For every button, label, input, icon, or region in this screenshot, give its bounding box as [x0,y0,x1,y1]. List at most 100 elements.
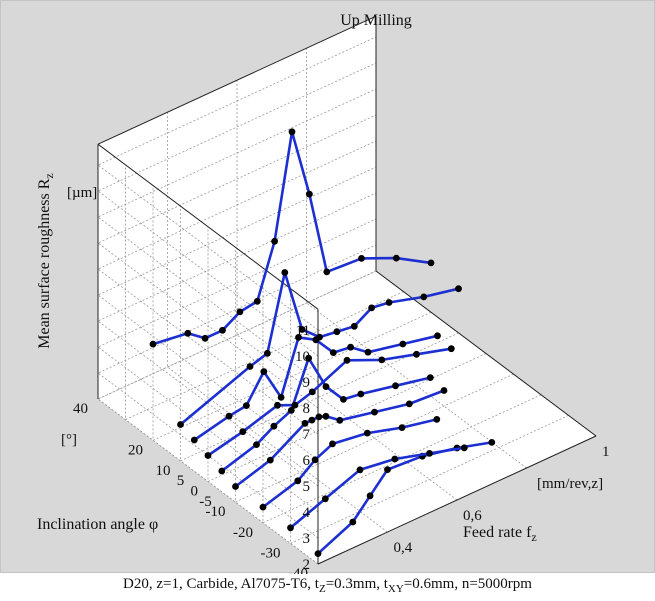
data-point [260,368,268,375]
data-point [298,326,306,333]
data-point [253,441,260,448]
data-point [288,128,296,136]
data-point [259,503,267,511]
figure-caption: D20, z=1, Carbide, Al7075-T6, tZ=0.3mm, … [123,576,532,595]
x-gridline [236,80,458,501]
z-tick-label: 11 [296,323,310,339]
data-point [488,439,496,446]
plot-area: 2345678910110,20,40,6140201050-5-10-20-3… [0,0,655,574]
data-point [447,345,455,353]
x-gridline [306,48,527,469]
x-tick-label: 0,4 [394,540,413,556]
data-point [391,455,399,463]
z-axis-unit: [µm] [67,185,97,201]
data-point [204,452,212,459]
data-point [232,483,239,490]
data-point [347,343,354,351]
x-tick-label: 0,2 [324,572,343,574]
data-point [366,492,374,500]
data-point [281,269,289,276]
data-point [306,190,313,198]
data-point [433,416,441,423]
data-point [291,401,299,409]
series-line [289,446,465,529]
data-point [399,340,407,348]
z-axis-label-main: Mean surface roughness R [36,178,53,349]
chart-title: Up Milling [340,12,412,29]
data-point [219,326,226,334]
data-point [184,329,192,337]
data-point [384,466,391,473]
data-point [420,293,428,301]
data-point [413,350,420,358]
data-point [236,308,244,316]
y-tick-label: -20 [233,525,253,541]
x-tick-label: 1 [602,444,610,460]
data-point [323,268,331,276]
data-point [385,299,393,306]
data-point [287,407,295,414]
tick-labels: 2345678910110,20,40,6140201050-5-10-20-3… [73,323,610,574]
z-tick-label: 4 [303,505,311,521]
data-point [225,412,233,420]
data-point [329,349,337,356]
x-axis-label: Feed rate fz [463,524,537,544]
data-point [246,363,254,370]
y-tick-label: -40 [288,566,308,574]
data-point [239,428,247,436]
data-point [321,495,329,503]
series-line [221,356,431,473]
z-axis-label: Mean surface roughness Rz [36,173,56,349]
y-tick-label: 0 [191,484,199,500]
series-line [179,271,459,426]
data-point [190,436,198,444]
z-tick-label: 6 [303,453,311,469]
data-point [358,255,365,262]
data-point [308,388,316,396]
y-tick-label: -30 [261,545,281,561]
data-point [340,396,347,403]
data-point [271,237,278,245]
x-axis-label-sub: z [531,530,536,544]
z-tick-label: 9 [303,375,311,391]
y-axis-label: Inclination angle φ [37,516,158,533]
z-tick-label: 3 [303,531,311,547]
data-point [295,334,302,341]
data-point [287,524,294,532]
z-axis-label-sub: z [42,173,56,178]
data-point [460,444,468,452]
data-point [274,401,281,409]
data-point [368,304,375,312]
z-tick-label: 7 [303,427,311,443]
box-edge [317,435,597,565]
y-tick-label: -5 [199,494,212,510]
data-point [201,334,209,342]
data-point [392,254,400,262]
data-point [378,356,386,364]
data-point [243,402,250,409]
data-point [277,394,285,401]
y-tick-label: 5 [177,473,185,489]
data-point [343,356,351,364]
data-point [357,390,365,398]
data-point [427,259,435,267]
data-series [149,128,496,557]
data-point [301,419,309,427]
data-point [294,477,302,485]
data-point [218,467,226,475]
data-point [363,429,371,437]
data-point [405,400,413,408]
y-axis-unit: [°] [61,432,77,448]
z-tick-label: 8 [303,401,311,417]
data-point [364,348,372,356]
series-line [234,389,445,488]
data-point [305,354,312,362]
axis-lines [97,15,597,565]
data-point [426,450,433,457]
data-point [316,333,323,341]
data-point [266,456,274,464]
y-tick-label: -10 [206,504,226,520]
data-point [329,440,336,448]
data-point [315,413,323,421]
